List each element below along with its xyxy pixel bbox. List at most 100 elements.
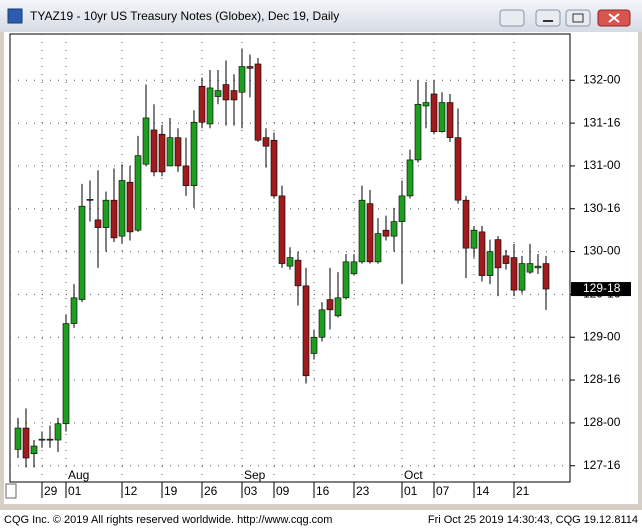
candle-body (230, 90, 238, 101)
title-bar (0, 0, 642, 32)
candle-body (294, 259, 302, 287)
candle-body (22, 427, 30, 459)
candle-body (134, 155, 142, 231)
candle-body (478, 231, 486, 276)
candle-body (390, 221, 398, 237)
candle-body (110, 199, 118, 239)
x-tick-label: 14 (476, 484, 490, 498)
candle-body (446, 102, 454, 138)
y-tick-label: 131-00 (583, 158, 621, 172)
candle-body (30, 445, 38, 455)
y-tick-label: 130-00 (583, 244, 621, 258)
candle-body (358, 199, 366, 263)
candle-body (526, 263, 534, 273)
candle-body (422, 102, 430, 107)
scroll-box (5, 483, 17, 499)
candle-body (150, 129, 158, 173)
app-icon (7, 8, 23, 24)
x-tick-label: 03 (244, 484, 258, 498)
candle-body (438, 102, 446, 132)
candle-body (14, 427, 22, 450)
candle-body (38, 438, 46, 441)
window-title: TYAZ19 - 10yr US Treasury Notes (Globex)… (30, 9, 339, 23)
x-tick-label: 26 (204, 484, 218, 498)
candle-body (334, 297, 342, 317)
candle-body (486, 251, 494, 276)
candle-body (142, 117, 150, 165)
candle-body (206, 87, 214, 125)
candle-body (510, 257, 518, 291)
candle-body (302, 285, 310, 377)
candle-body (382, 229, 390, 237)
candle-body (254, 63, 262, 141)
footer-bar (0, 510, 642, 528)
y-tick-label: 127-16 (583, 458, 621, 472)
candle-body (494, 239, 502, 269)
x-tick-label: 29 (44, 484, 58, 498)
minimize-button[interactable] (535, 9, 561, 27)
candle-body (246, 66, 254, 69)
link-button[interactable] (499, 9, 525, 27)
candle-body (262, 137, 270, 147)
footer-right: Fri Oct 25 2019 14:30:43, CQG 19.12.8114 (428, 514, 638, 526)
x-tick-label: 01 (404, 484, 418, 498)
chart: 127-16128-00128-16129-00129-16130-00130-… (10, 34, 631, 498)
candle-body (166, 137, 174, 167)
candle-body (182, 165, 190, 186)
candle-body (46, 438, 54, 441)
x-tick-label: 21 (516, 484, 530, 498)
candle-body (198, 85, 206, 123)
footer-left: CQG Inc. © 2019 All rights reserved worl… (4, 514, 332, 526)
maximize-button[interactable] (565, 9, 591, 27)
candle-body (534, 265, 542, 269)
candle-body (118, 180, 126, 237)
candle-body (542, 263, 550, 290)
candle-body (398, 195, 406, 222)
month-label: Aug (68, 468, 89, 482)
y-tick-label: 128-00 (583, 415, 621, 429)
candle-body (310, 336, 318, 354)
candle-body (158, 133, 166, 173)
last-price-box (571, 282, 631, 297)
candle-body (374, 233, 382, 263)
candle-body (318, 309, 326, 338)
candle-body (342, 261, 350, 299)
candle-body (278, 195, 286, 264)
candle-body (70, 297, 78, 324)
candle-body (366, 203, 374, 263)
x-tick-label: 16 (316, 484, 330, 498)
last-price-label: 129-18 (583, 281, 621, 295)
x-tick-label: 01 (68, 484, 82, 498)
y-tick-label: 130-16 (583, 201, 621, 215)
icon (608, 13, 620, 23)
candle-body (502, 255, 510, 264)
candle-body (238, 66, 246, 93)
candle-body (462, 199, 470, 249)
x-tick-label: 07 (436, 484, 450, 498)
candle-body (518, 263, 526, 291)
x-tick-label: 23 (356, 484, 370, 498)
candle-body (62, 323, 70, 425)
candle-body (406, 159, 414, 197)
y-tick-label: 131-16 (583, 115, 621, 129)
x-tick-label: 19 (164, 484, 178, 498)
candle-body (430, 93, 438, 132)
month-label: Sep (244, 468, 266, 482)
candle-body (270, 139, 278, 197)
candle-body (286, 257, 294, 267)
y-tick-label: 128-16 (583, 372, 621, 386)
candle-body (454, 137, 462, 201)
candle-body (174, 137, 182, 167)
candle-body (78, 205, 86, 300)
month-label: Oct (404, 468, 423, 482)
icon (572, 13, 584, 23)
candle-body (190, 121, 198, 186)
candle-body (326, 299, 334, 311)
candle-body (350, 261, 358, 275)
candle-body (214, 90, 222, 97)
candle-body (470, 229, 478, 249)
candle-body (94, 219, 102, 228)
candle-body (54, 423, 62, 441)
